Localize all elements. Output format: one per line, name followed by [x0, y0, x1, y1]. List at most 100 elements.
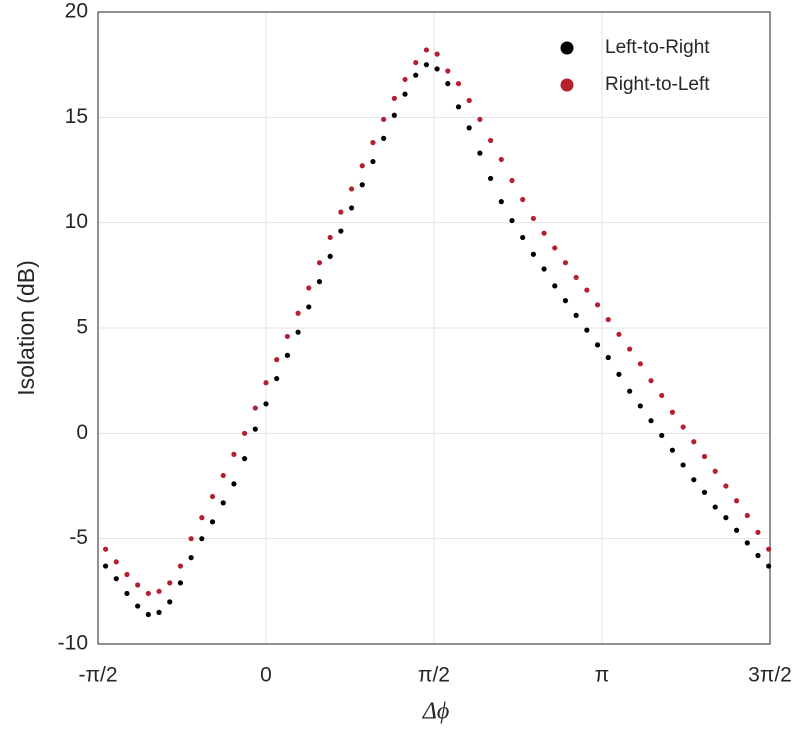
data-point [616, 371, 622, 377]
data-point [455, 104, 462, 110]
data-point [541, 266, 547, 272]
data-point [487, 137, 494, 144]
data-point [295, 329, 301, 335]
data-point [423, 62, 430, 68]
x-tick-label: π [595, 664, 610, 687]
data-point [381, 135, 387, 141]
data-point [231, 481, 237, 487]
data-point [669, 409, 676, 415]
data-point [370, 140, 376, 146]
data-point [338, 209, 344, 215]
data-point [188, 555, 194, 561]
data-point [167, 580, 173, 586]
data-point [391, 95, 397, 101]
data-point [477, 116, 483, 123]
data-point [263, 380, 269, 386]
data-point [102, 546, 109, 552]
data-point [744, 512, 750, 519]
data-point [124, 571, 130, 578]
data-point [135, 582, 141, 588]
data-point [637, 403, 643, 409]
data-point [156, 609, 162, 616]
data-point [391, 112, 397, 118]
data-point [402, 91, 408, 97]
data-point [594, 302, 601, 308]
legend-marker [560, 78, 574, 92]
data-point [680, 424, 686, 430]
data-point [755, 552, 761, 559]
data-point [477, 150, 483, 156]
data-point [669, 447, 676, 453]
data-point [306, 304, 312, 310]
plot-frame [97, 11, 771, 645]
data-point [573, 312, 579, 318]
data-point [466, 125, 472, 131]
data-point [466, 97, 472, 104]
data-point [199, 515, 205, 521]
data-point [616, 331, 622, 337]
data-point [348, 205, 355, 211]
data-point [252, 405, 258, 411]
data-point [562, 298, 569, 304]
data-point [498, 156, 504, 163]
data-point [199, 536, 205, 542]
data-point [509, 177, 515, 184]
data-point [573, 274, 579, 281]
data-point [584, 287, 590, 293]
x-tick-label: 3π/2 [748, 664, 792, 687]
data-point [701, 453, 708, 460]
x-tick-label: 0 [260, 664, 272, 687]
y-tick-label: 5 [76, 316, 88, 339]
data-point [209, 493, 216, 500]
data-point [627, 346, 633, 352]
data-point [359, 163, 365, 169]
data-point [648, 418, 654, 424]
data-point [348, 186, 355, 192]
data-point [209, 519, 216, 525]
data-point [541, 230, 547, 236]
data-point [520, 234, 526, 241]
data-point [552, 245, 558, 251]
data-point [188, 536, 194, 542]
legend-label: Left-to-Right [605, 37, 710, 58]
data-point [520, 196, 526, 203]
data-point [220, 472, 226, 479]
data-point [691, 439, 697, 445]
y-tick-label: 20 [65, 0, 88, 23]
data-point [659, 392, 665, 399]
data-point [691, 477, 697, 483]
data-point [327, 253, 333, 259]
data-point [102, 563, 109, 569]
data-point [637, 361, 643, 367]
legend-marker [560, 41, 574, 55]
data-point [659, 432, 665, 439]
data-point [530, 215, 536, 222]
data-point [445, 81, 451, 87]
data-point [295, 310, 301, 316]
x-tick-label: π/2 [418, 664, 450, 687]
data-point [445, 68, 451, 74]
data-point [434, 51, 440, 57]
data-point [733, 498, 740, 504]
data-point [274, 375, 280, 382]
data-point [509, 217, 515, 224]
data-point [316, 260, 323, 266]
data-point [627, 388, 633, 394]
y-tick-label: 0 [76, 421, 88, 444]
data-point [680, 462, 686, 468]
data-point [113, 559, 119, 565]
data-point [766, 563, 772, 569]
data-point [231, 451, 237, 457]
data-point [434, 66, 440, 72]
data-point [220, 500, 226, 506]
data-point [242, 430, 248, 436]
data-point [316, 279, 323, 285]
data-point [723, 515, 729, 521]
data-point [242, 456, 248, 462]
data-point [584, 327, 590, 333]
data-point [413, 72, 419, 78]
data-point [594, 342, 601, 348]
data-point [381, 116, 387, 123]
data-point [487, 175, 494, 182]
data-point [455, 81, 462, 87]
